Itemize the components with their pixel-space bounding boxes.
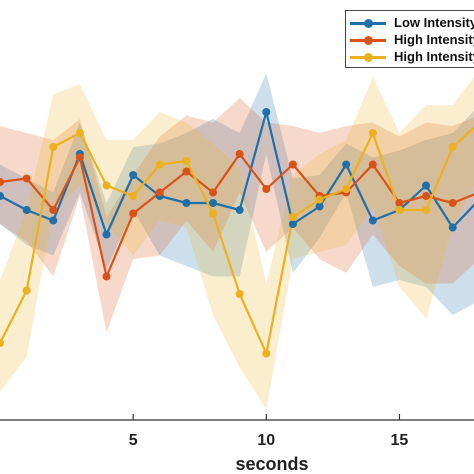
data-point xyxy=(368,129,377,137)
data-point xyxy=(395,199,404,207)
data-point xyxy=(49,216,58,225)
data-point xyxy=(448,223,457,232)
data-point xyxy=(102,181,111,190)
data-point xyxy=(448,143,457,151)
confidence-band-0 xyxy=(0,73,474,315)
data-point xyxy=(315,202,324,211)
data-point xyxy=(0,339,4,347)
legend-marker-icon xyxy=(364,36,373,45)
data-point xyxy=(235,290,244,298)
data-point xyxy=(262,108,271,116)
x-axis-ticks: 5 10 15 xyxy=(129,414,409,449)
data-point xyxy=(75,129,84,137)
data-point xyxy=(342,185,351,193)
x-tick-label: 10 xyxy=(257,432,275,449)
data-point xyxy=(129,171,138,179)
data-point xyxy=(448,199,457,207)
data-point xyxy=(235,150,244,158)
data-point xyxy=(368,160,377,169)
data-point xyxy=(422,206,431,214)
legend-label: Low Intensity xyxy=(394,15,474,30)
legend-label: High Intensity xyxy=(394,32,474,47)
data-point xyxy=(102,272,111,281)
data-point xyxy=(182,157,191,165)
data-point xyxy=(129,192,138,200)
data-point xyxy=(342,160,351,169)
data-point xyxy=(155,160,164,169)
data-point xyxy=(49,143,58,151)
confidence-band-1 xyxy=(0,98,474,333)
data-point xyxy=(288,220,297,228)
data-point xyxy=(102,230,111,239)
x-tick-label: 15 xyxy=(391,432,409,449)
data-point xyxy=(235,206,244,214)
legend-marker-icon xyxy=(364,19,373,28)
legend-marker-icon xyxy=(364,53,373,62)
data-point xyxy=(209,188,218,197)
data-point xyxy=(422,181,431,190)
legend-label: High Intensity xyxy=(394,49,474,64)
legend: Low Intensity High Intensity High Intens… xyxy=(345,10,474,68)
data-point xyxy=(155,188,164,197)
data-point xyxy=(0,192,4,200)
data-point xyxy=(262,349,271,358)
confidence-band-2 xyxy=(0,76,474,410)
data-point xyxy=(315,195,324,204)
confidence-bands xyxy=(0,73,474,410)
data-point xyxy=(262,185,271,193)
series-markers xyxy=(0,108,457,358)
data-point xyxy=(0,178,4,186)
data-point xyxy=(395,206,404,214)
data-point xyxy=(182,167,191,176)
x-tick-label: 5 xyxy=(129,432,138,449)
data-point xyxy=(288,213,297,221)
data-point xyxy=(22,286,31,295)
data-point xyxy=(49,206,58,214)
data-point xyxy=(75,153,84,162)
data-point xyxy=(209,199,218,207)
data-point xyxy=(22,174,31,183)
data-point xyxy=(422,192,431,200)
x-axis-title: seconds xyxy=(235,454,308,474)
data-point xyxy=(288,160,297,169)
data-point xyxy=(182,199,191,207)
data-point xyxy=(209,209,218,218)
data-point xyxy=(368,216,377,225)
data-point xyxy=(129,209,138,218)
data-point xyxy=(22,206,31,214)
